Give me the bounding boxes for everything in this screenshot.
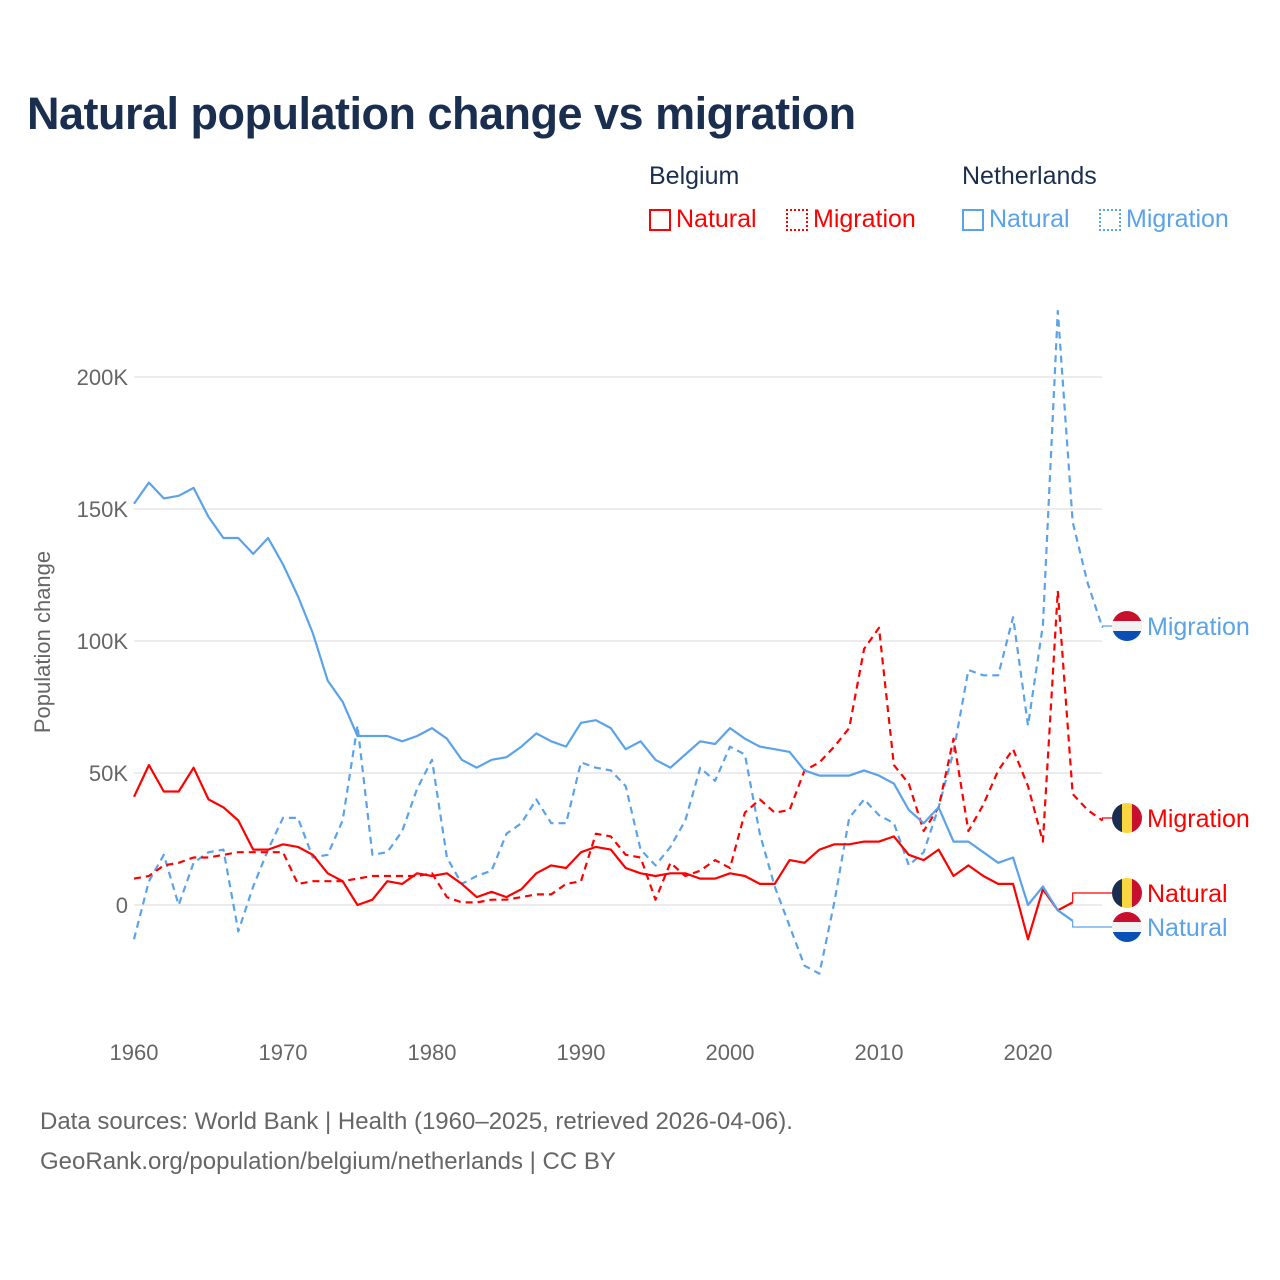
legend-swatch-solid [962,208,984,231]
flag-stripe [1122,878,1132,908]
series-end-label: Migration [1147,805,1250,833]
y-tick-label: 100K [77,629,129,654]
series-end-label: Migration [1147,613,1250,641]
flag-belgium-icon [1112,878,1142,908]
series-end-label: Natural [1147,880,1228,908]
chart-title: Natural population change vs migration [27,88,856,139]
series-line-netherlands-natural [133,481,1074,922]
series-end-label: Natural [1147,914,1228,942]
legend-swatch-dotted [1099,208,1121,231]
legend-label: Migration [813,205,916,233]
legend-label: Migration [1126,205,1229,233]
footer-sources: Data sources: World Bank | Health (1960–… [40,1108,793,1135]
x-tick-label: 1970 [259,1040,308,1065]
legend-label: Natural [676,205,757,233]
series-line-belgium-natural [133,763,1074,941]
x-tick-label: 1980 [408,1040,457,1065]
x-tick-label: 1960 [110,1040,159,1065]
x-tick-label: 2000 [706,1040,755,1065]
y-tick-label: 0 [116,893,128,918]
flag-stripe [1112,912,1142,922]
legend-netherlands-migration[interactable]: Migration [1099,205,1229,234]
flag-stripe [1112,922,1142,932]
flag-netherlands-icon [1112,912,1142,942]
flag-stripe [1112,621,1142,631]
flag-stripe [1112,878,1122,908]
flag-stripe [1122,803,1132,833]
legend-swatch-dotted [786,208,808,231]
y-tick-label: 150K [77,497,129,522]
flag-stripe [1112,932,1142,942]
label-connector [1101,625,1112,628]
flag-belgium-icon [1112,803,1142,833]
y-tick-label: 50K [89,761,128,786]
legend-group-belgium: Belgium [649,162,740,190]
legend-swatch-solid [649,208,671,231]
legend-label: Natural [989,205,1070,233]
legend-belgium-migration[interactable]: Migration [786,205,916,234]
legend-netherlands-natural[interactable]: Natural [962,205,1070,234]
footer-link[interactable]: GeoRank.org/population/belgium/netherlan… [40,1148,616,1175]
x-tick-label: 2010 [855,1040,904,1065]
label-connector [1072,892,1112,903]
label-connector [1072,920,1112,928]
label-connector [1101,817,1112,821]
flag-netherlands-icon [1112,611,1142,641]
x-tick-label: 1990 [557,1040,606,1065]
y-tick-label: 200K [77,365,129,390]
y-axis-label: Population change [30,551,55,733]
legend-belgium-natural[interactable]: Natural [649,205,757,234]
flag-stripe [1112,803,1122,833]
x-tick-label: 2020 [1004,1040,1053,1065]
flag-stripe [1132,803,1142,833]
flag-stripe [1112,631,1142,641]
legend-group-netherlands: Netherlands [962,162,1097,190]
series-line-belgium-migration [133,589,1104,904]
flag-stripe [1132,878,1142,908]
flag-stripe [1112,611,1142,621]
